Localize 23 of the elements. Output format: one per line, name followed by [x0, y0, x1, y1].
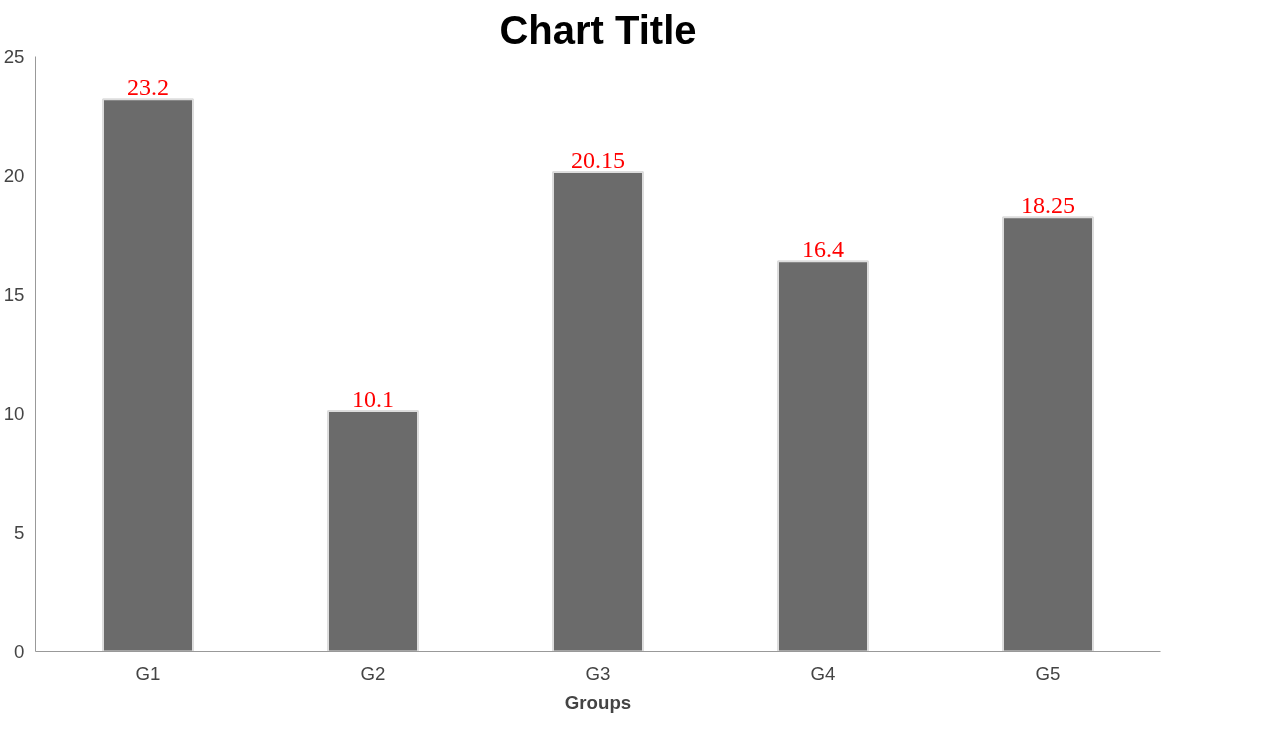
- chart-title: Chart Title: [499, 7, 697, 52]
- bar: [1002, 216, 1094, 652]
- x-tick-label: G3: [585, 662, 611, 684]
- data-label: 10.1: [352, 386, 394, 413]
- bar: [552, 170, 644, 652]
- y-tick-label: 15: [3, 284, 25, 305]
- y-tick-label: 10: [3, 403, 25, 424]
- bar: [102, 98, 194, 652]
- bar: [777, 260, 869, 652]
- y-tick-label: 25: [3, 46, 25, 67]
- x-tick-label: G5: [1035, 662, 1061, 684]
- data-label: 20.15: [571, 146, 625, 173]
- y-tick-label: 5: [14, 522, 25, 543]
- x-tick-label: G4: [810, 662, 836, 684]
- y-tick-label: 20: [3, 165, 25, 186]
- data-label: 16.4: [802, 236, 844, 263]
- bar: [327, 410, 419, 652]
- data-label: 23.2: [127, 74, 169, 101]
- x-tick-label: G2: [360, 662, 386, 684]
- y-tick-label: 0: [14, 641, 25, 662]
- data-label: 18.25: [1021, 192, 1075, 219]
- x-tick-label: G1: [135, 662, 161, 684]
- x-axis-title: Groups: [564, 691, 632, 713]
